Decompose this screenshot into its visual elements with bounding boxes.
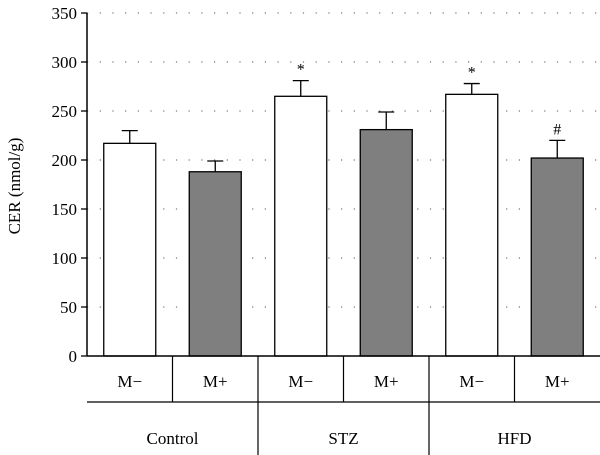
significance-mark: *	[468, 65, 476, 82]
bar	[274, 95, 328, 357]
y-tick-label: 150	[52, 200, 78, 219]
y-tick-label: 300	[52, 53, 78, 72]
y-tick-label: 50	[60, 298, 77, 317]
y-tick-label: 200	[52, 151, 78, 170]
bar	[188, 171, 242, 357]
y-tick-label: 250	[52, 102, 78, 121]
x-group-label: STZ	[328, 429, 358, 448]
x-group-label: Control	[147, 429, 199, 448]
y-tick-label: 350	[52, 4, 78, 23]
bar	[445, 93, 499, 357]
axes	[81, 12, 600, 455]
bar	[359, 128, 413, 357]
x-subcategory-label: M+	[545, 372, 570, 391]
x-group-label: HFD	[497, 429, 531, 448]
x-subcategory-label: M−	[117, 372, 142, 391]
y-tick-label: 100	[52, 249, 78, 268]
bar	[103, 142, 157, 357]
grid-lines	[87, 12, 600, 308]
x-subcategory-label: M+	[374, 372, 399, 391]
y-axis-label: CER (nmol/g)	[5, 138, 24, 235]
bars	[103, 79, 584, 357]
x-subcategory-label: M+	[203, 372, 228, 391]
x-subcategory-label: M−	[459, 372, 484, 391]
labels: 0 50 100 150 200 250 300 350 M− M+ Control * M− M+ STZ…	[52, 4, 570, 448]
bar	[530, 157, 584, 357]
x-subcategory-label: M−	[288, 372, 313, 391]
significance-mark: *	[297, 62, 305, 79]
y-tick-label: 0	[69, 347, 78, 366]
significance-mark: #	[553, 121, 561, 138]
